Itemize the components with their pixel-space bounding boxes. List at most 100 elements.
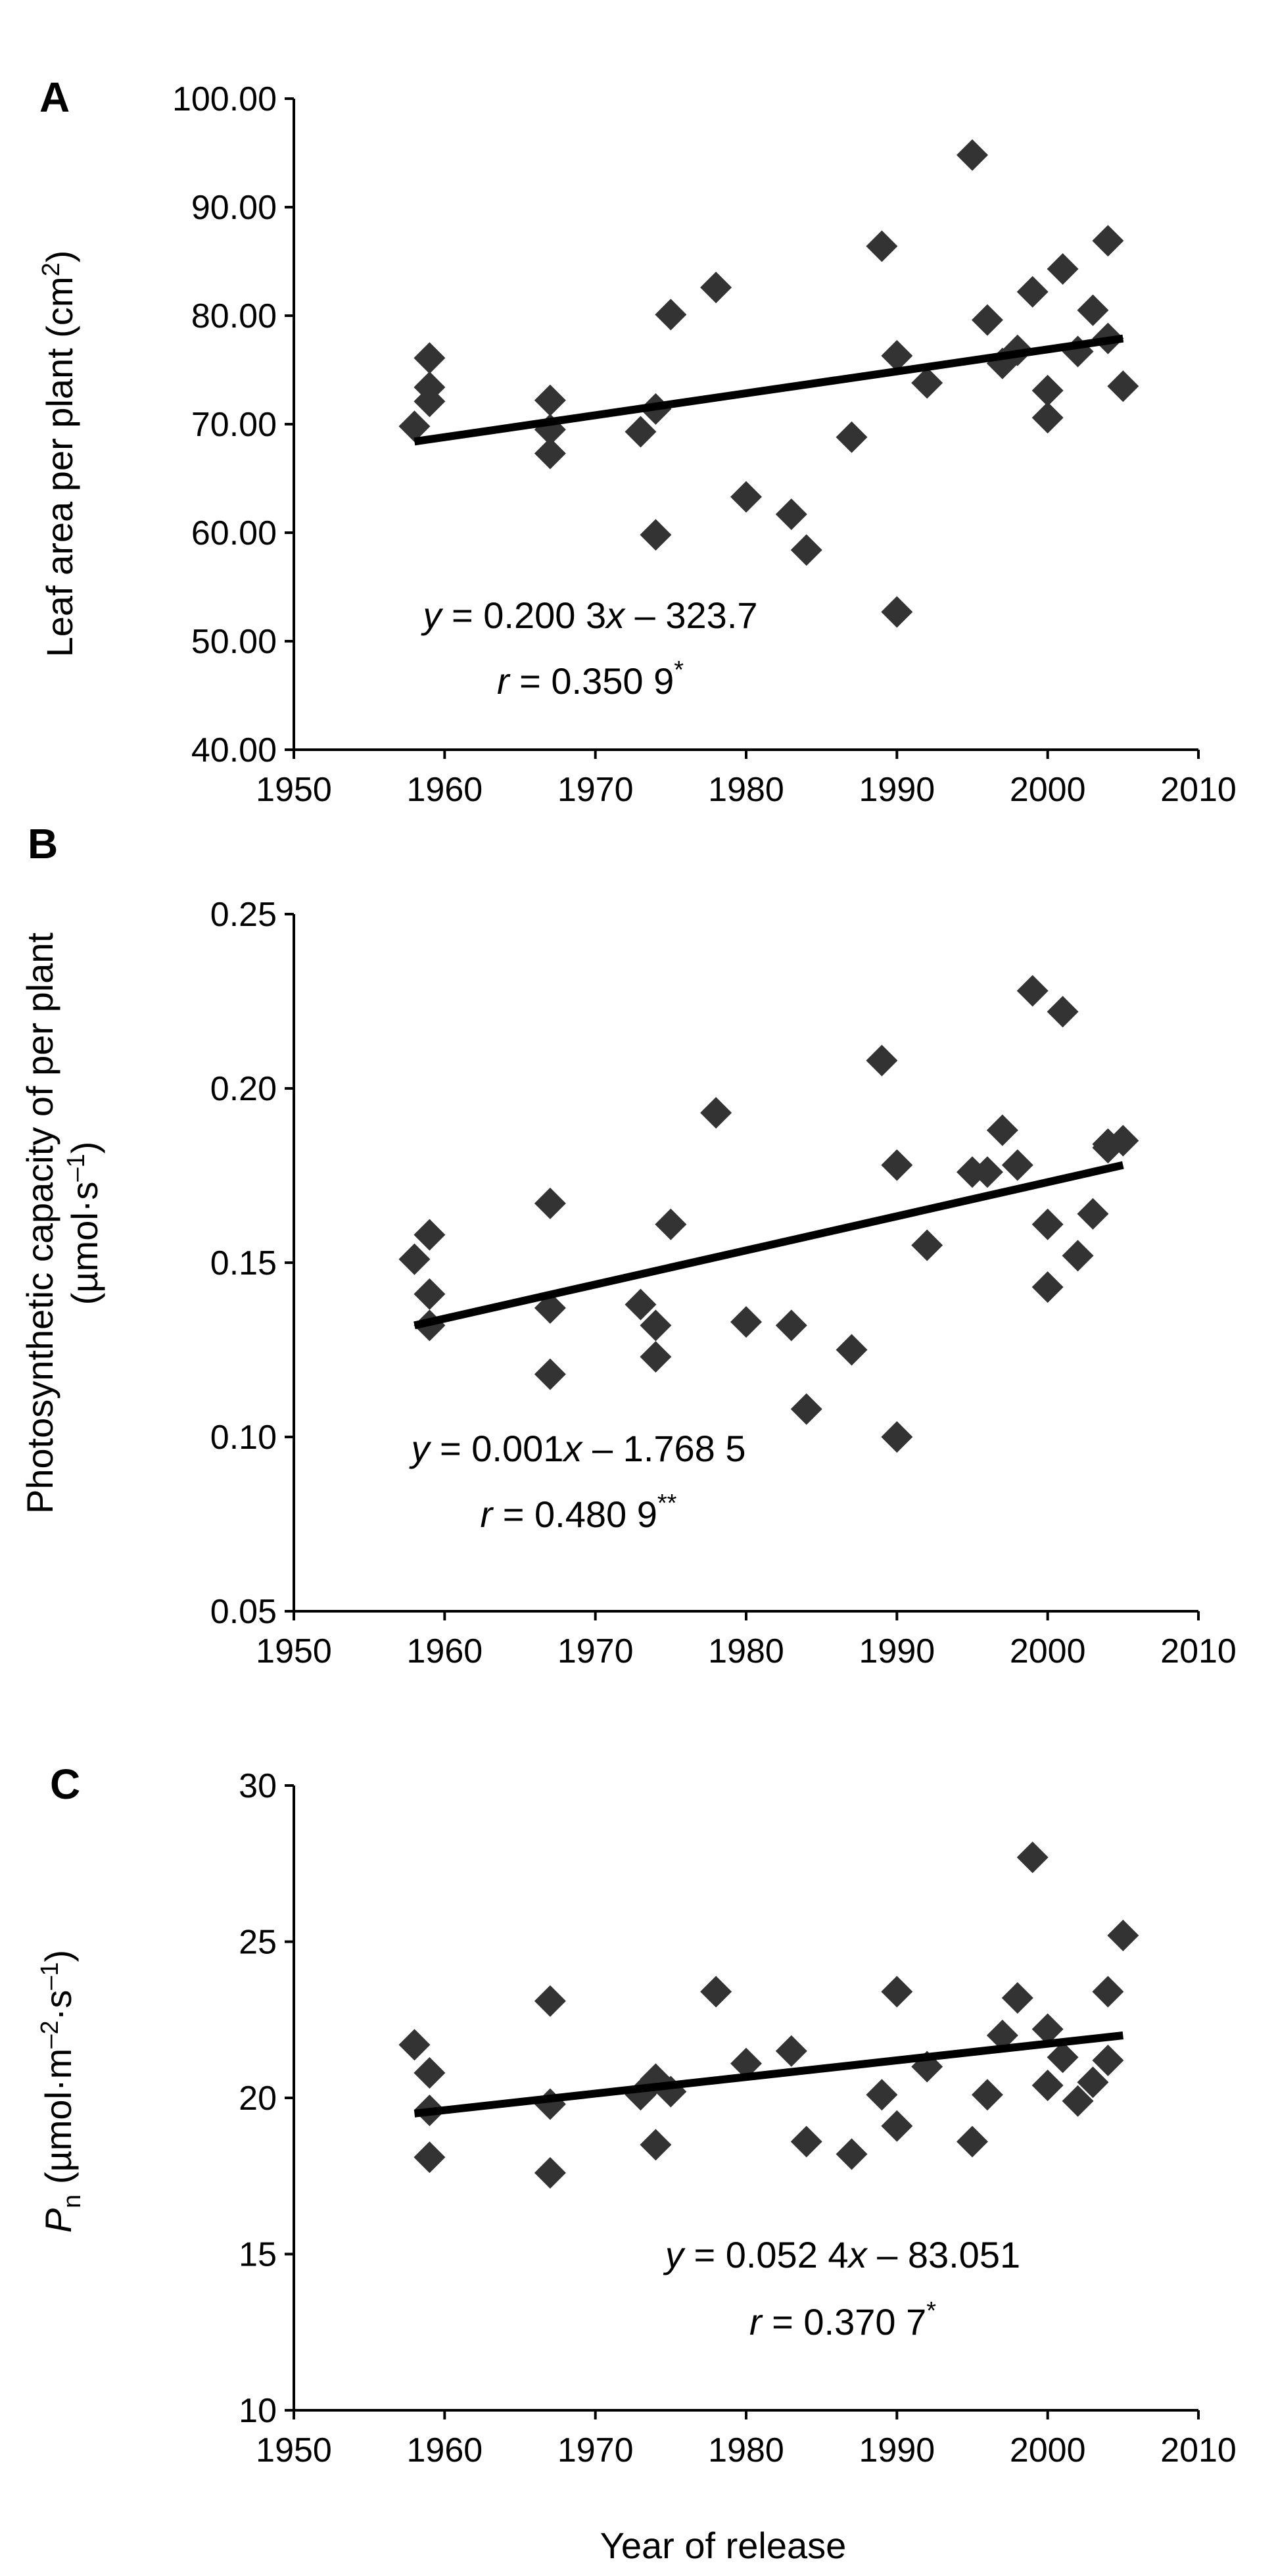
panel-a-data-point <box>866 230 898 262</box>
panel-c-data-point <box>534 2157 566 2189</box>
panel-c-data-point <box>881 2110 913 2142</box>
panel-c-y-tick-label: 10 <box>239 2392 277 2430</box>
panel-a-data-point <box>775 498 807 530</box>
panel-c-data-point <box>534 1985 566 2017</box>
panel-b-x-tick-label: 2000 <box>1010 1632 1086 1670</box>
panel-a-y-tick-label: 40.00 <box>191 731 277 769</box>
panel-c-axes <box>285 1784 1200 2419</box>
panel-c-data-point <box>790 2126 822 2158</box>
panel-a-data-point <box>957 139 988 171</box>
panel-b-data-point <box>398 1243 431 1275</box>
panel-b-y-tick-label: 0.10 <box>210 1419 277 1457</box>
panel-a-y-tick-label: 100.00 <box>172 80 277 118</box>
panel-a-x-tick-label: 1980 <box>708 771 784 809</box>
panel-b: B Photosynthetic capacity of per plant (… <box>19 820 1237 1670</box>
panel-a-data-point <box>836 421 868 453</box>
panel-c-y-tick-label: 15 <box>239 2236 277 2274</box>
panel-b-y-tick-label: 0.15 <box>210 1244 277 1282</box>
panel-c-points <box>398 1841 1139 2189</box>
panel-c-data-point <box>1092 2045 1124 2076</box>
panel-a-data-point <box>1107 370 1139 402</box>
panel-b-y-tick-label: 0.20 <box>210 1070 277 1108</box>
panel-b-data-point <box>640 1341 672 1373</box>
panel-b-y-tick-label: 0.05 <box>210 1593 277 1631</box>
panel-b-x-tick-label: 1970 <box>557 1632 634 1670</box>
panel-b-data-point <box>881 1421 913 1453</box>
panel-b-equation-line2: r = 0.480 9** <box>481 1490 677 1535</box>
panel-a-data-point <box>655 299 687 331</box>
panel-b-data-point <box>414 1219 446 1251</box>
panel-a-data-point <box>790 534 822 566</box>
panel-b-tick-labels: 0.05 0.10 0.15 0.20 0.25 1950 1960 1970 1980 1990… <box>210 896 1237 1670</box>
panel-c-data-point <box>398 2029 431 2061</box>
panel-b-points <box>398 975 1139 1453</box>
panel-c-data-point <box>836 2138 868 2170</box>
panel-a-y-tick-label: 60.00 <box>191 514 277 552</box>
panel-b-data-point <box>534 1358 566 1390</box>
panel-b-x-tick-label: 1980 <box>708 1632 784 1670</box>
panel-a-axes <box>285 97 1200 759</box>
panel-c-data-point <box>1016 1841 1049 1874</box>
panel-b-data-point <box>986 1114 1018 1146</box>
panel-c-data-point <box>700 1976 732 2008</box>
panel-c-data-point <box>881 1976 913 2008</box>
panel-a-data-point <box>911 367 943 399</box>
panel-c-data-point <box>1001 1982 1033 2014</box>
panel-b-equation-line1: y = 0.001x – 1.768 5 <box>408 1428 745 1469</box>
panel-c-equation-line2: r = 0.370 7* <box>749 2297 936 2343</box>
panel-c-data-point <box>534 2088 566 2120</box>
panel-a-data-point <box>1016 276 1049 308</box>
panel-b-data-point <box>640 1309 672 1342</box>
panel-a-data-point <box>414 342 446 374</box>
panel-b-label: B <box>28 820 58 867</box>
panel-b-data-point <box>730 1306 762 1338</box>
panel-b-data-point <box>700 1097 732 1129</box>
panel-c-data-point <box>957 2126 988 2158</box>
panel-a-data-point <box>398 410 431 443</box>
panel-c: C Pn (µmol·m–2·s–1) 10 15 20 25 30 1950 1960 19… <box>36 1761 1237 2566</box>
panel-c-data-point <box>1092 1976 1124 2008</box>
panel-c-x-tick-label: 1980 <box>708 2431 784 2469</box>
panel-a-x-tick-label: 2000 <box>1010 771 1086 809</box>
panel-a-data-point <box>640 519 672 551</box>
panel-c-x-tick-label: 1990 <box>859 2431 935 2469</box>
panel-a-data-point <box>730 481 762 513</box>
panel-b-data-point <box>1107 1125 1139 1157</box>
panel-a-data-point <box>1031 374 1064 406</box>
panel-a-equation-line2: r = 0.350 9* <box>497 656 684 702</box>
panel-c-x-tick-label: 2010 <box>1160 2431 1237 2469</box>
panel-c-data-point <box>986 2020 1018 2051</box>
panel-c-data-point <box>866 2079 898 2111</box>
panel-c-label: C <box>50 1761 80 1808</box>
panel-b-y-axis-label-line1: Photosynthetic capacity of per plant <box>19 933 60 1515</box>
panel-a-x-tick-label: 1990 <box>859 771 935 809</box>
panel-b-data-point <box>1062 1240 1094 1272</box>
panel-b-x-tick-label: 1960 <box>406 1632 483 1670</box>
panel-c-tick-labels: 10 15 20 25 30 1950 1960 1970 1980 1990 2000 2010 <box>239 1767 1237 2469</box>
panel-b-axes <box>285 913 1200 1620</box>
panel-a-y-tick-label: 90.00 <box>191 189 277 227</box>
panel-b-data-point <box>1077 1198 1109 1230</box>
panel-a-data-point <box>881 340 913 372</box>
panel-b-data-point <box>1047 996 1079 1028</box>
panel-b-data-point <box>881 1149 913 1181</box>
panel-b-trend-line <box>414 1161 1124 1330</box>
panel-b-data-point <box>775 1309 807 1342</box>
panel-c-y-tick-label: 30 <box>239 1767 277 1805</box>
panel-c-equation-line1: y = 0.052 4x – 83.051 <box>663 2234 1020 2275</box>
panel-c-data-point <box>971 2079 1003 2111</box>
panel-b-data-point <box>655 1208 687 1240</box>
panel-c-x-tick-label: 2000 <box>1010 2431 1086 2469</box>
panel-a-data-point <box>881 596 913 628</box>
panel-b-data-point <box>1016 975 1049 1007</box>
panel-a-data-point <box>1077 294 1109 326</box>
panel-a: A Leaf area per plant (cm2) 40.00 50.00 60… <box>37 74 1237 809</box>
panel-b-y-tick-label: 0.25 <box>210 896 277 934</box>
panel-b-data-point <box>414 1278 446 1310</box>
panel-c-data-point <box>775 2035 807 2067</box>
panel-c-trend <box>414 2031 1123 2118</box>
panel-a-y-axis-label: Leaf area per plant (cm2) <box>37 251 80 658</box>
panel-b-data-point <box>911 1229 943 1261</box>
panel-a-data-point <box>971 304 1003 336</box>
